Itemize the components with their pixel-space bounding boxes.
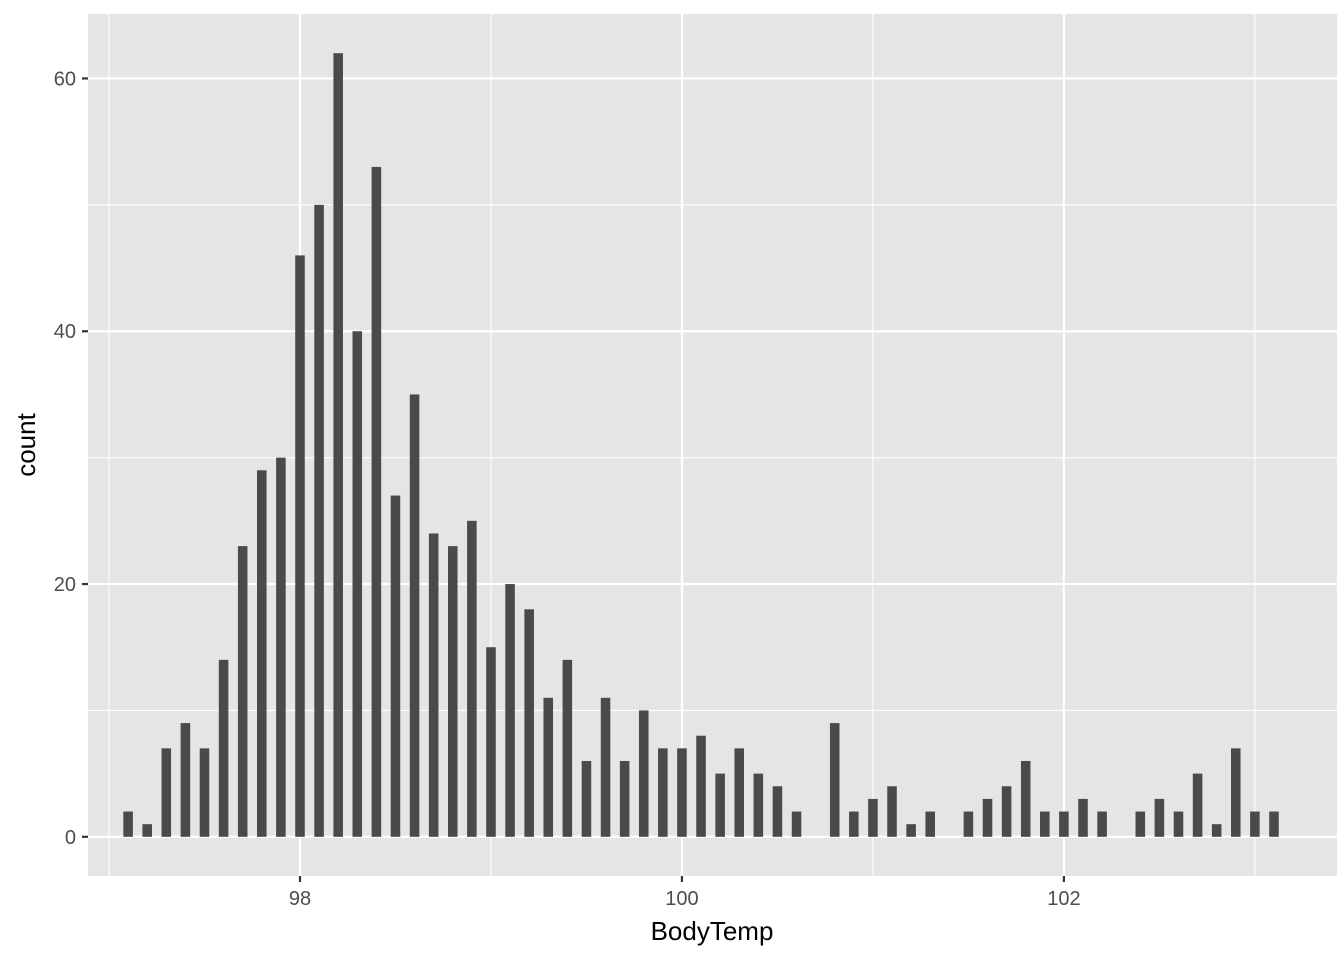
bar: [963, 811, 974, 837]
bar: [409, 394, 420, 837]
bar: [371, 166, 382, 837]
bar: [734, 748, 745, 837]
y-axis: 0 20 40 60: [54, 68, 88, 849]
bar: [581, 760, 592, 837]
bar: [658, 748, 668, 837]
bar: [868, 798, 878, 837]
bar: [619, 760, 630, 837]
bar: [218, 659, 229, 837]
bar: [1173, 811, 1184, 837]
bars: [123, 53, 1279, 837]
bar: [1269, 811, 1279, 837]
bar: [180, 723, 191, 837]
y-tick-label: 0: [65, 827, 76, 849]
bar: [925, 811, 935, 837]
bar: [1059, 811, 1069, 837]
bar: [715, 773, 725, 837]
bar: [1078, 798, 1088, 837]
bar: [600, 697, 611, 837]
bar: [1020, 760, 1031, 837]
bar: [428, 533, 439, 837]
bar: [142, 824, 152, 837]
x-tick-label: 102: [1047, 888, 1080, 910]
x-tick-label: 98: [289, 888, 311, 910]
bar: [524, 609, 534, 837]
y-axis-title: count: [11, 412, 41, 476]
bar: [161, 748, 172, 837]
y-tick-label: 40: [54, 321, 76, 343]
bar: [467, 520, 477, 837]
bar: [696, 735, 706, 837]
x-axis: 98 100 102: [289, 876, 1081, 910]
bar: [295, 255, 305, 837]
bar: [791, 811, 802, 837]
bar: [314, 204, 324, 837]
bar: [1231, 748, 1241, 837]
bar: [887, 786, 897, 837]
bar: [1001, 786, 1012, 837]
bar: [390, 495, 401, 837]
bar: [753, 773, 764, 837]
bar: [505, 584, 515, 837]
bar: [1040, 811, 1050, 837]
bar: [1192, 773, 1203, 837]
x-tick-label: 100: [665, 888, 698, 910]
bar: [257, 470, 267, 837]
bar: [352, 331, 363, 837]
bar: [638, 710, 649, 837]
bar: [1135, 811, 1146, 837]
x-axis-title: BodyTemp: [651, 916, 774, 946]
bar: [543, 697, 554, 837]
bar: [123, 811, 133, 837]
bar: [772, 786, 783, 837]
bar: [199, 748, 210, 837]
bar: [677, 748, 687, 837]
plot-panel: [88, 14, 1337, 876]
y-tick-label: 60: [54, 68, 76, 90]
bar: [1211, 824, 1222, 837]
bar: [829, 723, 840, 837]
bar: [1154, 798, 1165, 837]
bar: [906, 824, 916, 837]
bar: [982, 798, 993, 837]
bar: [1097, 811, 1107, 837]
bar: [849, 811, 859, 837]
bar: [276, 457, 286, 837]
y-tick-label: 20: [54, 574, 76, 596]
bar: [486, 647, 496, 837]
bar: [333, 53, 343, 837]
bar: [447, 546, 458, 837]
bar: [1250, 811, 1260, 837]
bar: [237, 546, 248, 837]
bar: [562, 659, 573, 837]
